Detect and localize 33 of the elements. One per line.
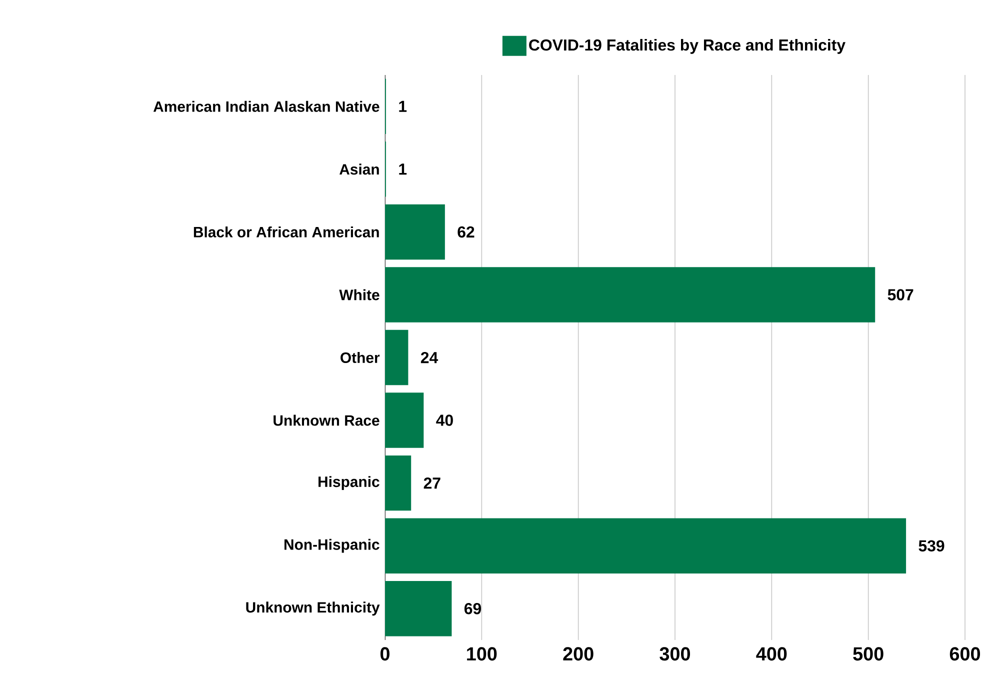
y-tick-label: Black or African American (194, 226, 379, 238)
data-label: 539 (918, 540, 944, 552)
y-tick-label: Unknown Race (274, 414, 380, 426)
y-tick-label: American Indian Alaskan Native (153, 100, 380, 112)
bar (384, 204, 445, 260)
x-tick-label: 500 (853, 647, 884, 661)
bar (384, 267, 876, 322)
bar (384, 518, 906, 574)
y-tick-label: Non-Hispanic (284, 538, 380, 553)
data-label: 27 (424, 478, 440, 489)
y-tick-label: Other (340, 352, 380, 363)
x-tick-label: 200 (563, 647, 594, 661)
data-label: 1 (399, 100, 407, 112)
x-tick-label: 300 (660, 647, 690, 661)
x-tick-label: 400 (756, 647, 787, 661)
bar (384, 330, 408, 386)
x-tick-label: 600 (950, 647, 980, 661)
legend-label: COVID-19 Fatalities by Race and Ethnicity (529, 38, 846, 54)
y-tick-label: Unknown Ethnicity (246, 602, 380, 616)
y-tick-label: White (339, 289, 380, 300)
bar (384, 392, 424, 448)
y-tick-label: Hispanic (318, 476, 380, 490)
data-label: 24 (420, 352, 438, 364)
data-label: 507 (888, 289, 914, 300)
bar (384, 580, 452, 636)
data-label: 1 (399, 164, 407, 175)
bar (384, 455, 412, 511)
data-label: 62 (458, 226, 474, 238)
x-tick-label: 100 (467, 647, 497, 661)
data-label: 69 (464, 602, 482, 614)
x-tick-label: 0 (380, 647, 390, 661)
data-label: 40 (436, 414, 453, 426)
y-tick-label: Asian (339, 164, 379, 175)
